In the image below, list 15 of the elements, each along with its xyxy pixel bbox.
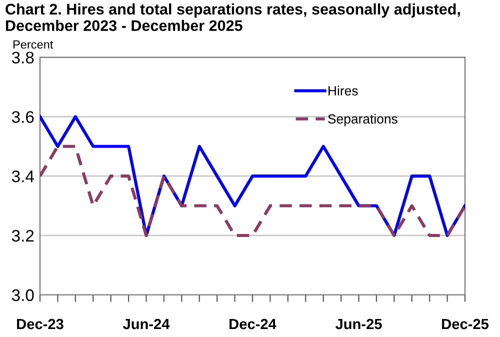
legend-label: Hires bbox=[328, 86, 358, 96]
y-axis-title: Percent bbox=[13, 40, 54, 49]
y-tick-label: 3.8 bbox=[12, 52, 34, 64]
x-tick-label: Dec-23 bbox=[17, 318, 64, 330]
chart-title: Chart 2. Hires and total separations rates, seasonally adjusted, December 2023 - December 2025 bbox=[6, 3, 460, 32]
y-tick-label: 3.2 bbox=[12, 230, 34, 242]
y-tick-label: 3.6 bbox=[12, 111, 34, 123]
x-tick-label: Jun-25 bbox=[335, 318, 382, 330]
x-tick-label: Dec-25 bbox=[442, 318, 489, 330]
line-series bbox=[40, 144, 465, 238]
x-tick-label: Dec-24 bbox=[230, 318, 276, 330]
y-tick-label: 3.4 bbox=[12, 170, 34, 182]
x-tick-label: Jun-24 bbox=[122, 318, 170, 330]
y-tick-label: 3.0 bbox=[12, 289, 34, 302]
legend-label: Separations bbox=[328, 114, 398, 126]
